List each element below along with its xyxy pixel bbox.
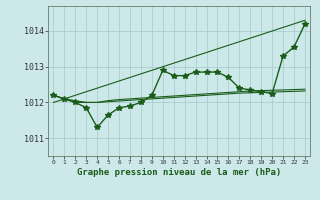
X-axis label: Graphe pression niveau de la mer (hPa): Graphe pression niveau de la mer (hPa): [77, 168, 281, 177]
